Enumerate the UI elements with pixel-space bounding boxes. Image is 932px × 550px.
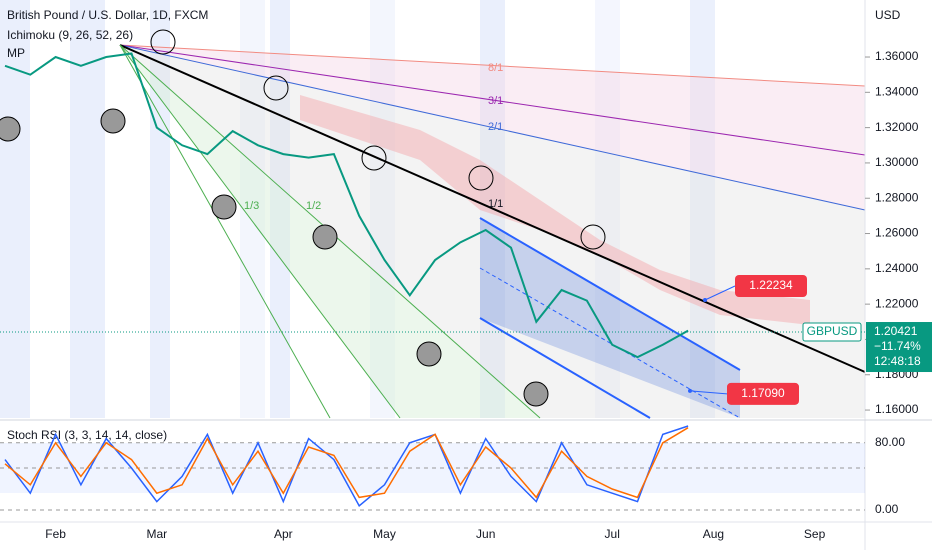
- change: −11.74%: [874, 339, 921, 353]
- x-tick-label: Sep: [804, 527, 826, 541]
- x-tick-label: Apr: [274, 527, 293, 541]
- channel-mid: [479, 267, 741, 419]
- channel: [480, 218, 740, 418]
- fan-lines: [119, 44, 866, 419]
- fan-label: 8/1: [488, 62, 503, 74]
- callout-line: [704, 285, 736, 301]
- y-tick-label: 0.00: [875, 502, 899, 516]
- symbol-label: GBPUSD: [807, 324, 858, 338]
- fan-label: 3/1: [488, 95, 503, 107]
- callout-label: 1.22234: [749, 278, 793, 292]
- y-tick-label: 1.22000: [875, 296, 919, 310]
- currency-label: USD: [875, 8, 901, 22]
- y-tick-label: 1.16000: [875, 402, 919, 416]
- x-tick-label: Jun: [476, 527, 495, 541]
- y-tick-label: 1.24000: [875, 261, 919, 275]
- series-line: [4, 52, 689, 359]
- channel-line: [479, 317, 651, 419]
- last-price: 1.20421: [874, 324, 918, 338]
- indicator-label: MP: [7, 46, 25, 60]
- callout-box: [727, 382, 799, 405]
- symbol-badge: [802, 322, 862, 342]
- countdown: 12:48:18: [874, 354, 921, 368]
- ichimoku-cloud: [300, 95, 810, 325]
- x-tick-label: Mar: [146, 527, 167, 541]
- series-line: [4, 427, 689, 499]
- y-tick-label: 1.26000: [875, 226, 919, 240]
- y-tick-label: 1.28000: [875, 190, 919, 204]
- fan-label: 2/1: [488, 121, 503, 133]
- circles: [0, 29, 606, 407]
- price-badge: [866, 322, 932, 373]
- fan-zone: [120, 45, 865, 418]
- y-tick-label: 1.32000: [875, 120, 919, 134]
- fan-label: 1/3: [244, 200, 259, 212]
- fan-label: 1/1: [488, 198, 503, 210]
- fan-label: 1/2: [306, 200, 321, 212]
- y-tick-label: 80.00: [875, 435, 905, 449]
- y-tick-label: 1.30000: [875, 155, 919, 169]
- callout-line: [689, 390, 728, 395]
- x-tick-label: Jul: [605, 527, 620, 541]
- chart-title: British Pound / U.S. Dollar, 1D, FXCM: [7, 8, 208, 22]
- callout-box: [735, 275, 807, 298]
- x-tick-label: Aug: [703, 527, 724, 541]
- y-tick-label: 1.34000: [875, 84, 919, 98]
- callout-label: 1.17090: [741, 386, 785, 400]
- x-tick-label: May: [373, 527, 396, 541]
- x-tick-label: Feb: [45, 527, 66, 541]
- y-tick-label: 1.36000: [875, 49, 919, 63]
- indicator-label: Ichimoku (9, 26, 52, 26): [7, 28, 133, 42]
- indicator-label: Stoch RSI (3, 3, 14, 14, close): [7, 428, 167, 442]
- channel-line: [479, 217, 741, 371]
